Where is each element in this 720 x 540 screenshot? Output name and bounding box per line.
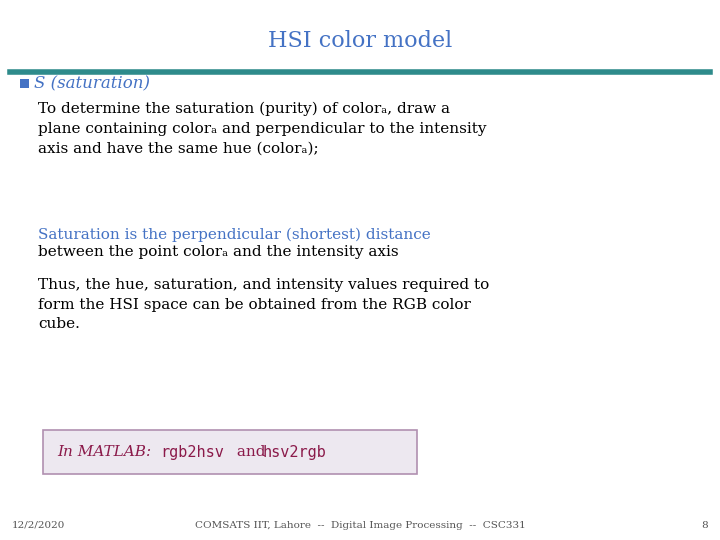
Text: S (saturation): S (saturation) <box>34 75 150 92</box>
Text: To determine the saturation (purity) of colorₐ, draw a
plane containing colorₐ a: To determine the saturation (purity) of … <box>38 102 487 156</box>
Text: 12/2/2020: 12/2/2020 <box>12 521 66 530</box>
Text: and: and <box>232 445 271 459</box>
Text: HSI color model: HSI color model <box>268 30 452 52</box>
Text: Saturation is the perpendicular (shortest) distance: Saturation is the perpendicular (shortes… <box>38 228 431 242</box>
Text: Thus, the hue, saturation, and intensity values required to
form the HSI space c: Thus, the hue, saturation, and intensity… <box>38 278 490 331</box>
FancyBboxPatch shape <box>20 79 29 88</box>
Text: rgb2hsv: rgb2hsv <box>160 444 224 460</box>
Text: 8: 8 <box>701 521 708 530</box>
Text: between the point colorₐ and the intensity axis: between the point colorₐ and the intensi… <box>38 245 399 259</box>
FancyBboxPatch shape <box>43 430 417 474</box>
Text: In MATLAB:: In MATLAB: <box>57 445 161 459</box>
Text: hsv2rgb: hsv2rgb <box>263 444 327 460</box>
Text: COMSATS IIT, Lahore  --  Digital Image Processing  --  CSC331: COMSATS IIT, Lahore -- Digital Image Pro… <box>194 521 526 530</box>
